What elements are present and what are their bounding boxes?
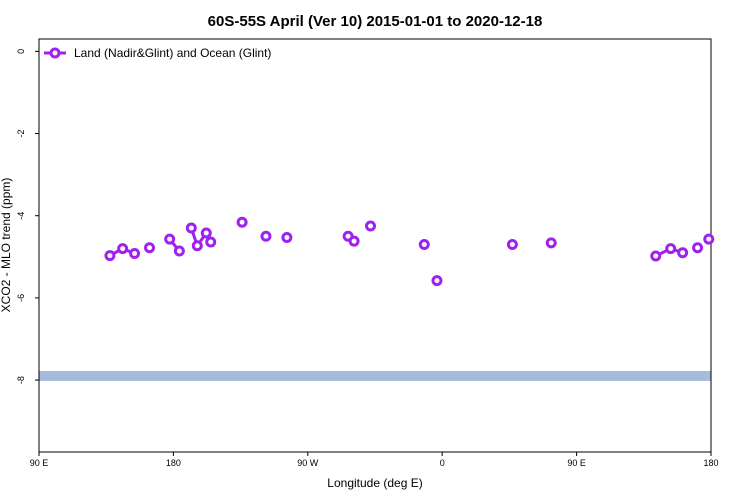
y-axis: 0 -2 -4 -6 -8 xyxy=(16,49,39,384)
data-point xyxy=(260,230,272,242)
reference-band-layer xyxy=(39,371,711,381)
x-axis-title: Longitude (deg E) xyxy=(327,476,422,490)
data-point xyxy=(205,236,217,248)
y-tick-label: -2 xyxy=(16,130,26,138)
data-point xyxy=(164,233,176,245)
x-tick-label: 180 xyxy=(703,458,718,468)
legend-label: Land (Nadir&Glint) and Ocean (Glint) xyxy=(74,46,271,60)
data-point xyxy=(236,216,248,228)
data-point xyxy=(545,237,557,249)
data-point xyxy=(173,245,185,257)
data-point xyxy=(200,227,212,239)
y-tick-label: 0 xyxy=(16,49,26,54)
data-point xyxy=(191,240,203,252)
legend: Land (Nadir&Glint) and Ocean (Glint) xyxy=(44,46,271,60)
data-point xyxy=(692,242,704,254)
series-layer xyxy=(104,216,715,287)
x-tick-label: 180 xyxy=(166,458,181,468)
x-tick-label: 90 W xyxy=(297,458,319,468)
data-point xyxy=(650,250,662,262)
data-point xyxy=(129,248,141,260)
data-point xyxy=(677,247,689,259)
y-tick-label: -4 xyxy=(16,212,26,220)
data-point xyxy=(185,222,197,234)
x-tick-label: 90 E xyxy=(30,458,49,468)
data-point xyxy=(104,250,116,262)
data-point xyxy=(418,238,430,250)
x-tick-label: 0 xyxy=(440,458,445,468)
data-point xyxy=(348,235,360,247)
legend-marker-swatch xyxy=(49,47,61,59)
data-point xyxy=(144,242,156,254)
data-point xyxy=(506,238,518,250)
chart-title: 60S-55S April (Ver 10) 2015-01-01 to 202… xyxy=(208,13,543,30)
reference-band xyxy=(39,371,711,381)
plot-frame xyxy=(38,38,712,453)
y-tick-label: -6 xyxy=(16,294,26,302)
y-tick-label: -8 xyxy=(16,376,26,384)
data-point xyxy=(665,243,677,255)
data-point xyxy=(365,220,377,232)
data-point xyxy=(281,231,293,243)
data-point xyxy=(431,275,443,287)
y-axis-title: XCO2 - MLO trend (ppm) xyxy=(0,178,13,313)
x-axis: 90 E 180 90 W 0 90 E 180 xyxy=(30,452,719,468)
x-tick-label: 90 E xyxy=(567,458,586,468)
data-point xyxy=(117,243,129,255)
data-point xyxy=(703,233,715,245)
